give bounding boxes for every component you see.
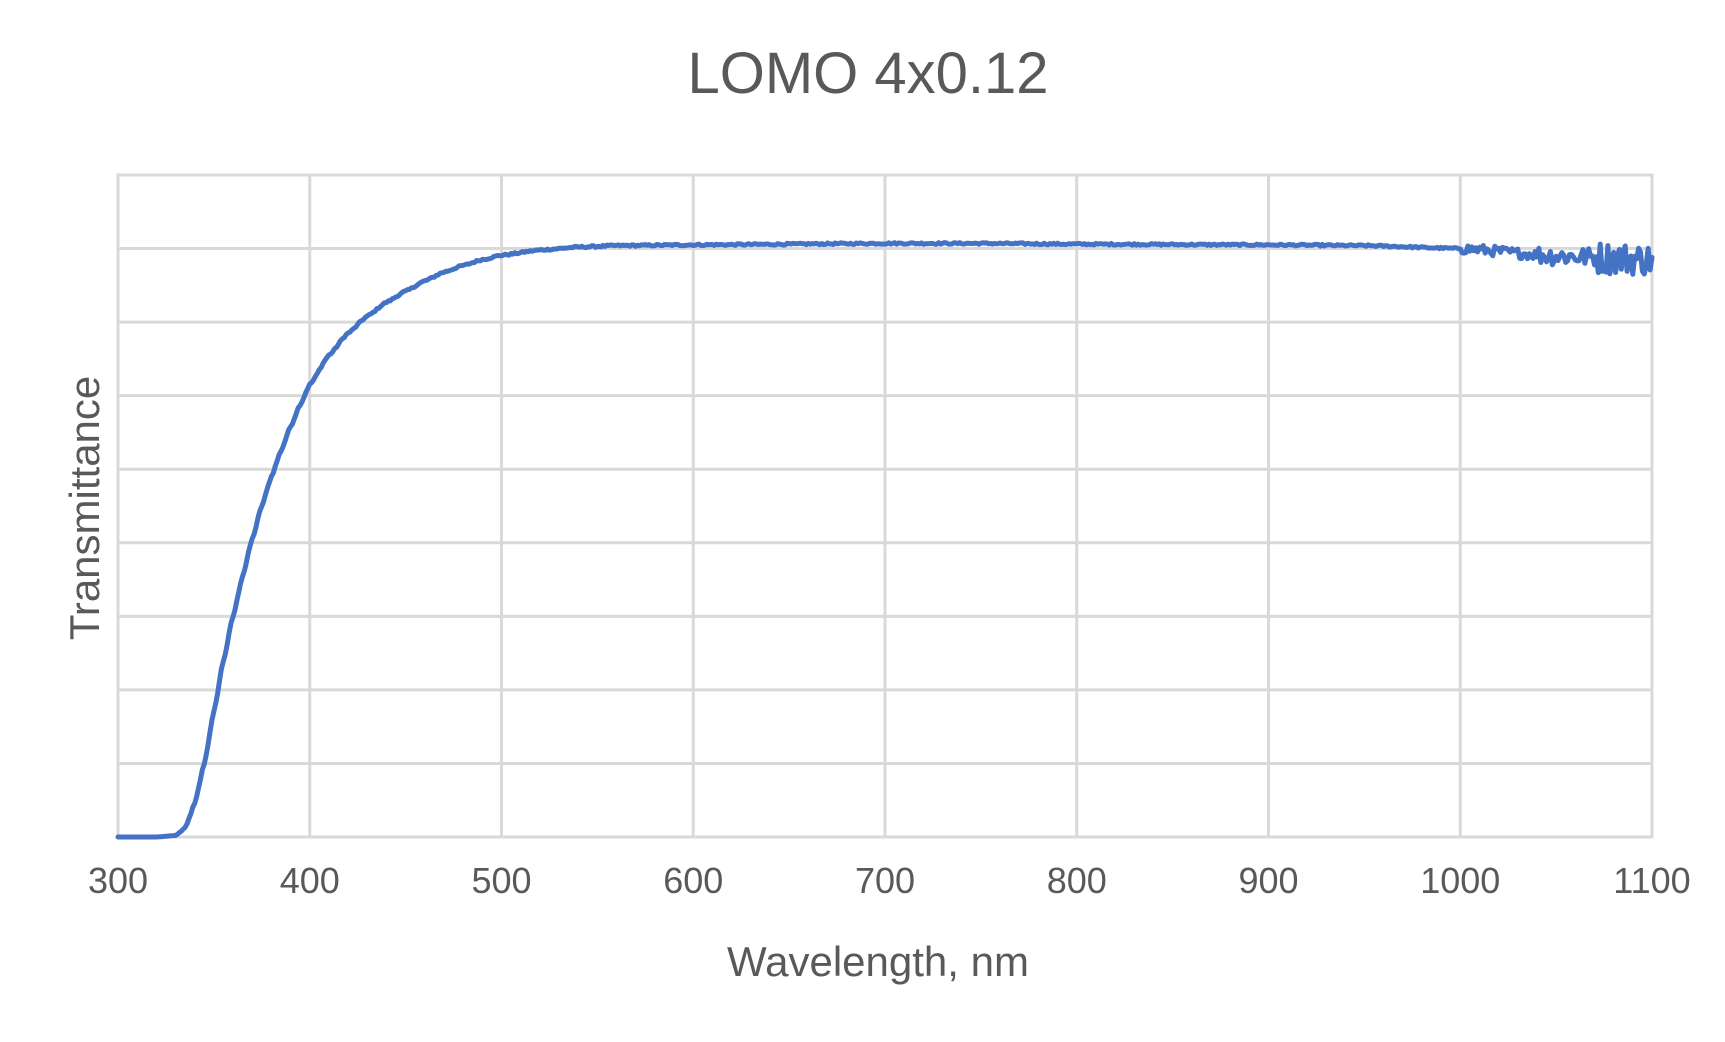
x-tick-label: 900	[1238, 860, 1298, 901]
x-tick-label: 500	[471, 860, 531, 901]
x-tick-label: 1100	[1613, 860, 1690, 901]
chart-title: LOMO 4x0.12	[687, 41, 1048, 106]
x-tick-label: 300	[88, 860, 148, 901]
x-tick-label: 700	[855, 860, 915, 901]
x-tick-label: 1000	[1420, 860, 1500, 901]
x-tick-label: 400	[280, 860, 340, 901]
x-axis-title: Wavelength, nm	[727, 938, 1029, 985]
transmittance-series-line	[115, 240, 1655, 840]
x-gridlines	[308, 175, 1462, 837]
plot-area-border	[116, 173, 1654, 839]
x-tick-label: 800	[1047, 860, 1107, 901]
x-tick-labels: 300 400 500 600 700 800 900 1000 1100	[88, 860, 1691, 901]
y-axis-title: Transmittance	[61, 376, 108, 641]
x-tick-label: 600	[663, 860, 723, 901]
